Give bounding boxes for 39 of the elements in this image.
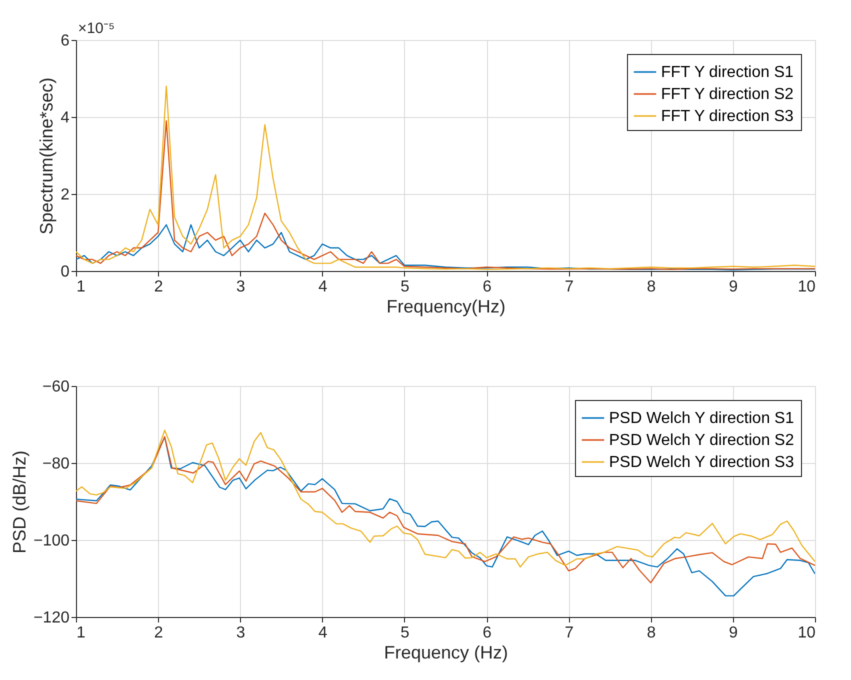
y-axis-title: PSD (dB/Hz)	[9, 450, 30, 554]
x-tick-label: 2	[154, 624, 164, 642]
x-tick-label: 4	[318, 624, 328, 642]
legend-label: FFT Y direction S2	[661, 86, 794, 103]
text: ×10⁻⁵	[78, 20, 115, 37]
x-tick-label: 9	[728, 624, 738, 642]
x-tick-label: 8	[646, 624, 656, 642]
y-tick-label: −100	[33, 532, 70, 550]
x-axis-title: Frequency (Hz)	[384, 642, 508, 662]
legend-label: PSD Welch Y direction S3	[609, 454, 794, 471]
x-tick-label: 8	[646, 278, 656, 296]
y-tick-label: −120	[33, 610, 70, 626]
x-tick-label: 6	[482, 278, 492, 296]
x-tick-label: 2	[154, 278, 164, 296]
y-axis-title: Spectrum(kine*sec)	[36, 77, 57, 235]
x-tick-label: 10	[798, 278, 816, 296]
y-tick-label: 6	[60, 32, 70, 50]
y-tick-label: 0	[60, 264, 70, 280]
y-tick-label: −80	[42, 456, 70, 472]
x-tick-label: 10	[798, 624, 816, 642]
y-tick-label: −60	[42, 378, 70, 396]
x-tick-label: 6	[482, 624, 492, 642]
x-tick-label: 3	[236, 278, 246, 296]
legend-label: FFT Y direction S3	[661, 108, 794, 125]
x-tick-label: 1	[76, 624, 86, 642]
legend-label: PSD Welch Y direction S1	[609, 410, 794, 427]
y-tick-label: 2	[60, 186, 70, 204]
x-axis-title: Frequency(Hz)	[386, 296, 506, 316]
x-tick-label: 5	[400, 624, 410, 642]
x-tick-label: 4	[318, 278, 328, 296]
x-tick-label: 7	[564, 278, 574, 296]
x-tick-label: 9	[728, 278, 738, 296]
legend-label: FFT Y direction S1	[661, 64, 794, 81]
y-tick-label: 4	[60, 110, 70, 126]
x-tick-label: 3	[236, 624, 246, 642]
x-tick-label: 7	[564, 624, 574, 642]
legend-label: PSD Welch Y direction S2	[609, 432, 794, 449]
x-tick-label: 5	[400, 278, 410, 296]
x-tick-label: 1	[76, 278, 86, 296]
